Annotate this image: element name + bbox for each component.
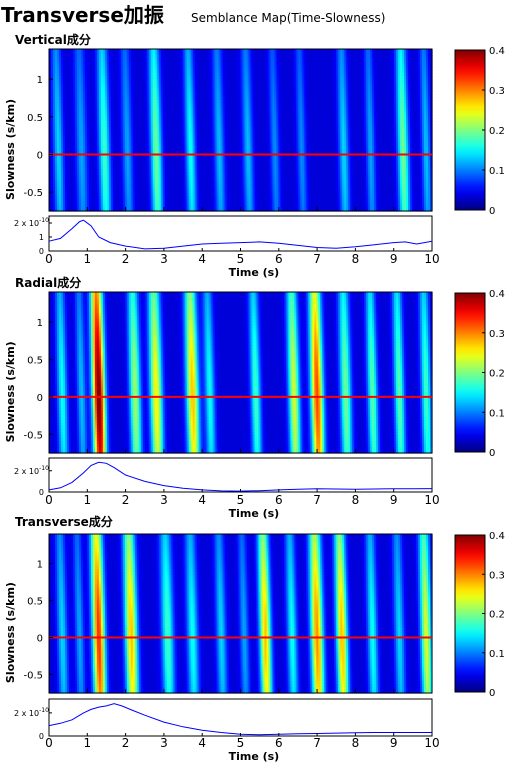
colorbar-tick-label: 0 <box>489 206 495 217</box>
x-tick-label: 10 <box>424 252 439 266</box>
x-tick-label: 9 <box>390 736 398 750</box>
y-tick-label: 1 <box>37 560 43 571</box>
panel-title: Vertical成分 <box>15 32 91 47</box>
x-tick-label: 3 <box>160 252 168 266</box>
x-tick-label: 2 <box>122 736 130 750</box>
colorbar <box>455 50 485 210</box>
y-tick-label: 0.5 <box>27 597 43 608</box>
y-tick-label: -0.5 <box>23 671 43 682</box>
colorbar-tick-label: 0.1 <box>489 408 505 419</box>
x-tick-label: 1 <box>83 736 91 750</box>
colorbar-tick-label: 0.3 <box>489 86 505 97</box>
colorbar <box>455 293 485 452</box>
main-subtitle: Semblance Map(Time-Slowness) <box>191 11 385 25</box>
x-tick-label: 0 <box>45 252 53 266</box>
x-tick-label: 5 <box>237 736 245 750</box>
colorbar-tick-label: 0.2 <box>489 369 505 380</box>
panel-title: Transverse成分 <box>15 514 113 529</box>
colorbar-tick-label: 0 <box>489 688 495 699</box>
colorbar-tick-label: 0.3 <box>489 570 505 581</box>
y-tick-label: -0.5 <box>23 188 43 199</box>
heatmap-area <box>49 292 433 454</box>
y-tick-label: 0 <box>37 150 43 161</box>
colorbar-tick-label: 0.1 <box>489 649 505 660</box>
x-tick-label: 1 <box>83 493 91 507</box>
main-title: Transverse加振 <box>1 3 164 27</box>
waveform-scale-label: 2 x 10-10 <box>14 217 49 228</box>
y-tick-label: 1 <box>37 75 43 86</box>
x-tick-label: 4 <box>198 736 206 750</box>
heatmap-area <box>49 49 433 212</box>
y-tick-label: 0 <box>37 634 43 645</box>
x-tick-label: 3 <box>160 493 168 507</box>
x-tick-label: 8 <box>352 252 360 266</box>
colorbar-tick-label: 0 <box>489 448 495 459</box>
x-axis-label: Time (s) <box>229 266 280 279</box>
x-tick-label: 4 <box>198 252 206 266</box>
x-tick-label: 0 <box>45 736 53 750</box>
y-tick-label: 0 <box>37 393 43 404</box>
y-tick-label: 0.5 <box>27 113 43 124</box>
x-tick-label: 7 <box>313 252 321 266</box>
x-tick-label: 6 <box>275 736 283 750</box>
colorbar-tick-label: 0.4 <box>489 46 505 57</box>
x-tick-label: 0 <box>45 493 53 507</box>
x-tick-label: 5 <box>237 252 245 266</box>
colorbar-tick-label: 0.2 <box>489 126 505 137</box>
waveform-y-tick-label: 1 <box>39 233 44 242</box>
x-tick-label: 6 <box>275 252 283 266</box>
x-tick-label: 6 <box>275 493 283 507</box>
x-tick-label: 7 <box>313 493 321 507</box>
x-axis-label: Time (s) <box>229 750 280 763</box>
y-tick-label: 0.5 <box>27 355 43 366</box>
colorbar-tick-label: 0.4 <box>489 531 505 542</box>
colorbar-tick-label: 0.3 <box>489 329 505 340</box>
y-axis-label: Slowness (s/km) <box>4 341 17 442</box>
colorbar-tick-label: 0.1 <box>489 166 505 177</box>
panel-title: Radial成分 <box>15 275 81 290</box>
y-tick-label: -0.5 <box>23 430 43 441</box>
waveform-y-tick-label: 0 <box>39 732 44 741</box>
waveform-y-tick-label: 0 <box>39 488 44 497</box>
x-axis-label: Time (s) <box>229 507 280 520</box>
x-tick-label: 9 <box>390 252 398 266</box>
x-tick-label: 8 <box>352 493 360 507</box>
x-tick-label: 1 <box>83 252 91 266</box>
x-tick-label: 8 <box>352 736 360 750</box>
y-tick-label: 1 <box>37 318 43 329</box>
waveform-scale-label: 2 x 10-10 <box>14 707 49 718</box>
colorbar <box>455 535 485 692</box>
waveform-scale-label: 2 x 10-10 <box>14 465 49 476</box>
waveform-y-tick-label: 0 <box>39 247 44 256</box>
x-tick-label: 10 <box>424 736 439 750</box>
x-tick-label: 2 <box>122 252 130 266</box>
y-axis-label: Slowness (s/km) <box>4 99 17 200</box>
y-axis-label: Slowness (s/km) <box>4 582 17 683</box>
colorbar-tick-label: 0.2 <box>489 610 505 621</box>
x-tick-label: 9 <box>390 493 398 507</box>
x-tick-label: 4 <box>198 493 206 507</box>
heatmap-area <box>49 534 433 694</box>
waveform-frame <box>49 216 432 251</box>
x-tick-label: 3 <box>160 736 168 750</box>
colorbar-tick-label: 0.4 <box>489 289 505 300</box>
x-tick-label: 2 <box>122 493 130 507</box>
panels-group: Vertical成分 -0.5 0 0.5 1 Slowness (s/km) 0 0.1 0.… <box>4 32 505 763</box>
x-tick-label: 5 <box>237 493 245 507</box>
waveform-frame <box>49 699 432 736</box>
x-tick-label: 7 <box>313 736 321 750</box>
x-tick-label: 10 <box>424 493 439 507</box>
